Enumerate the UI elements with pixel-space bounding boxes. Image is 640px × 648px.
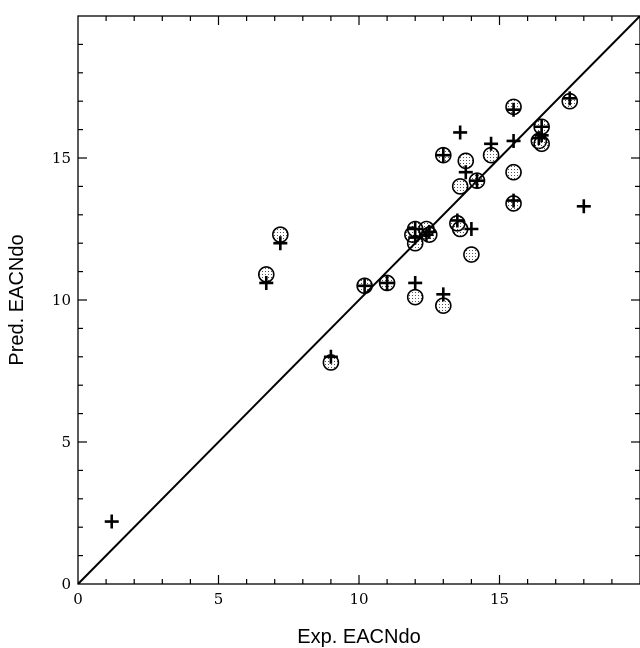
plus-point [323, 349, 338, 364]
plus-point [562, 91, 577, 106]
x-tick-label: 0 [73, 590, 83, 608]
plus-point [453, 125, 468, 140]
plus-point [534, 128, 549, 143]
x-axis-title: Exp. EACNdo [297, 626, 420, 648]
plus-point [450, 213, 465, 228]
x-tick-label: 5 [214, 590, 224, 608]
circle-point [406, 288, 424, 306]
plus-point [436, 287, 451, 302]
plus-point [506, 133, 521, 148]
plus-point [464, 222, 479, 236]
plus-point [259, 275, 274, 290]
plus-point [436, 148, 451, 163]
circle-point [451, 178, 469, 195]
plus-point [104, 514, 119, 529]
y-tick-label: 0 [61, 575, 71, 593]
axis-ticks [78, 16, 640, 584]
plus-point [506, 102, 521, 117]
plus-point [576, 199, 591, 214]
plus-point [531, 131, 546, 146]
plus-point [419, 227, 434, 242]
data-points [104, 91, 591, 529]
plus-point [273, 236, 288, 251]
y-tick-label: 5 [61, 433, 71, 451]
x-tick-label: 10 [349, 590, 368, 608]
tick-labels: 0 5 10 15 0 5 10 15 [52, 149, 509, 608]
plus-point [357, 278, 372, 293]
x-tick-label: 15 [490, 590, 509, 608]
circle-point [505, 163, 522, 181]
plus-point [408, 275, 423, 290]
identity-line-group [77, 15, 640, 585]
identity-line [77, 15, 640, 585]
plus-point [458, 165, 473, 180]
plus-point [470, 173, 485, 188]
y-axis-title: Pred. EACNdo [6, 234, 28, 365]
plus-point [484, 136, 499, 151]
y-tick-label: 10 [52, 291, 71, 309]
plus-point [422, 224, 437, 239]
plus-point [380, 275, 395, 290]
plus-point [408, 230, 423, 245]
circle-point [463, 246, 480, 263]
plus-point [506, 193, 521, 208]
y-tick-label: 15 [52, 149, 71, 167]
